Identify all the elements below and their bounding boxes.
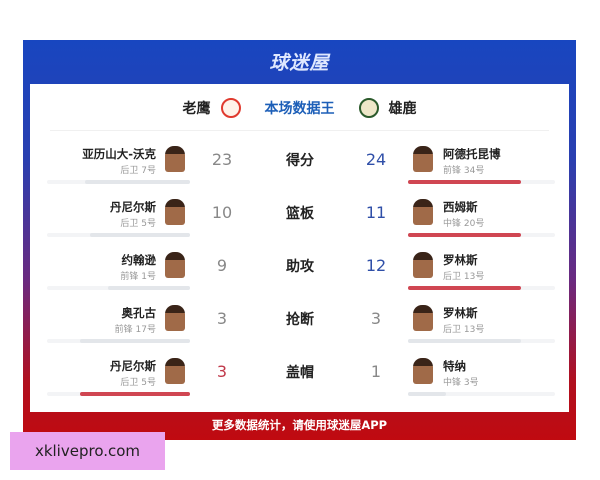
away-stat-value: 11 [365, 203, 387, 222]
away-player-position: 后卫 13号 [443, 325, 485, 335]
stat-label: 篮板 [286, 206, 314, 222]
away-bar-track [408, 392, 555, 396]
stat-label: 抢断 [286, 312, 314, 328]
player-avatar [413, 358, 433, 384]
home-stat-value: 9 [216, 256, 228, 275]
stat-label: 助攻 [286, 259, 314, 275]
home-bar-track [47, 339, 190, 343]
away-bar-track [408, 233, 555, 237]
home-bar-track [47, 180, 190, 184]
watermark: xklivepro.com [10, 432, 165, 470]
home-player-position: 前锋 17号 [114, 325, 156, 335]
player-avatar [413, 146, 433, 172]
app-logo: 球迷屋 [269, 52, 330, 74]
home-bar-fill [80, 392, 190, 396]
player-avatar [165, 199, 185, 225]
bucks-logo-icon [358, 98, 379, 118]
home-player-name: 约翰逊 [121, 253, 157, 267]
away-team-name: 雄鹿 [388, 101, 417, 117]
away-player-name: 阿德托昆博 [443, 147, 501, 161]
away-bar-fill [408, 392, 446, 396]
home-bar-fill [84, 180, 190, 184]
hawks-logo-icon [220, 98, 241, 118]
stat-row[interactable]: 丹尼尔斯 后卫 5号 10 篮板 11 西姆斯 中锋 20号 [30, 189, 569, 242]
stat-row[interactable]: 亚历山大-沃克 后卫 7号 23 得分 24 阿德托昆博 前锋 34号 [30, 136, 569, 189]
home-player-position: 后卫 7号 [120, 166, 156, 176]
away-bar-track [408, 339, 555, 343]
away-bar-track [408, 180, 555, 184]
away-player-position: 后卫 13号 [443, 272, 485, 282]
home-stat-value: 10 [211, 203, 233, 222]
stat-row[interactable]: 丹尼尔斯 后卫 5号 3 盖帽 1 特纳 中锋 3号 [30, 348, 569, 401]
stat-label: 得分 [286, 153, 314, 169]
home-bar-track [47, 286, 190, 290]
stats-card: 老鹰 本场数据王 雄鹿 亚历山大-沃克 后卫 7号 23 得分 24 阿德托昆博… [30, 84, 569, 412]
away-stat-value: 12 [365, 256, 387, 275]
player-avatar [165, 358, 185, 384]
away-player-name: 西姆斯 [443, 200, 478, 214]
player-avatar [165, 305, 185, 331]
stat-label: 盖帽 [286, 365, 314, 381]
away-player-name: 罗林斯 [443, 253, 478, 267]
away-bar-fill [408, 180, 522, 184]
stats-leaders-panel: 球迷屋 老鹰 本场数据王 雄鹿 亚历山大-沃克 后卫 7号 23 得分 24 阿… [23, 40, 576, 440]
footer-promo[interactable]: 更多数据统计，请使用球迷屋APP [211, 418, 388, 432]
home-player-name: 奥孔古 [121, 306, 157, 320]
player-avatar [413, 252, 433, 278]
home-player-position: 前锋 1号 [120, 272, 156, 282]
teams-header: 老鹰 本场数据王 雄鹿 [30, 96, 569, 120]
away-player-name: 罗林斯 [443, 306, 478, 320]
home-player-name: 丹尼尔斯 [110, 359, 156, 373]
away-player-position: 前锋 34号 [443, 166, 485, 176]
away-player-position: 中锋 3号 [443, 378, 479, 388]
home-stat-value: 23 [211, 150, 233, 169]
player-avatar [165, 146, 185, 172]
stat-row[interactable]: 约翰逊 前锋 1号 9 助攻 12 罗林斯 后卫 13号 [30, 242, 569, 295]
home-bar-fill [80, 339, 190, 343]
home-bar-track [47, 233, 190, 237]
away-stat-value: 1 [370, 362, 382, 381]
home-team-name: 老鹰 [182, 101, 211, 117]
away-stat-value: 3 [370, 309, 382, 328]
player-avatar [413, 199, 433, 225]
away-player-name: 特纳 [443, 359, 466, 373]
home-player-position: 后卫 5号 [120, 219, 156, 229]
stat-row[interactable]: 奥孔古 前锋 17号 3 抢断 3 罗林斯 后卫 13号 [30, 295, 569, 348]
divider [50, 130, 549, 131]
section-title: 本场数据王 [264, 101, 335, 117]
away-stat-value: 24 [365, 150, 387, 169]
home-bar-fill [90, 233, 190, 237]
away-bar-track [408, 286, 555, 290]
away-bar-fill [408, 339, 522, 343]
away-bar-fill [408, 233, 522, 237]
player-avatar [165, 252, 185, 278]
home-player-position: 后卫 5号 [120, 378, 156, 388]
home-bar-fill [107, 286, 190, 290]
home-player-name: 亚历山大-沃克 [82, 147, 156, 161]
home-bar-track [47, 392, 190, 396]
home-stat-value: 3 [216, 362, 228, 381]
player-avatar [413, 305, 433, 331]
away-bar-fill [408, 286, 522, 290]
home-stat-value: 3 [216, 309, 228, 328]
home-player-name: 丹尼尔斯 [110, 200, 156, 214]
away-player-position: 中锋 20号 [443, 219, 485, 229]
